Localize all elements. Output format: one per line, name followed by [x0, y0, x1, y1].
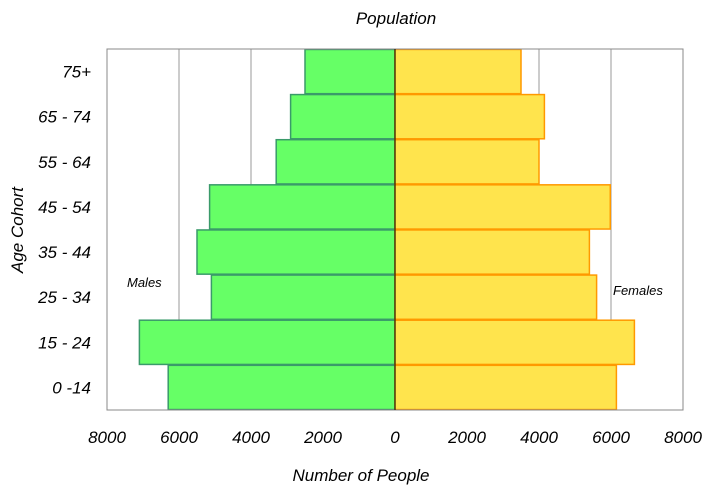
category-labels: 0 -14 15 - 24 25 - 34 35 - 44 45 - 54 55 - 64… [37, 63, 91, 398]
bar-females-65-74 [394, 93, 546, 140]
females-annotation: Females [613, 283, 663, 298]
x-tick-label: 2000 [303, 428, 342, 447]
bar-males-45-54 [208, 184, 396, 230]
bar-males-0-14 [167, 364, 396, 411]
bar-males-25-34 [210, 274, 396, 321]
category-label: 75+ [62, 63, 91, 82]
category-label: 35 - 44 [38, 243, 91, 262]
x-tick-label: 0 [390, 428, 400, 447]
bar-males-15-24 [138, 319, 396, 366]
x-axis-label: Number of People [292, 466, 429, 485]
bar-females-15-24 [394, 319, 636, 366]
x-tick-label: 6000 [160, 428, 198, 447]
category-label: 55 - 64 [38, 153, 91, 172]
category-label: 0 -14 [52, 378, 91, 397]
x-tick-label: 4000 [520, 428, 558, 447]
chart-title: Population [356, 9, 436, 28]
category-label: 65 - 74 [38, 108, 91, 127]
x-tick-label: 2000 [447, 428, 486, 447]
category-label: 15 - 24 [38, 333, 91, 352]
x-tick-label: 4000 [232, 428, 270, 447]
bar-females-0-14 [394, 364, 618, 411]
category-label: 25 - 34 [37, 288, 91, 307]
x-tick-label: 8000 [88, 428, 126, 447]
bar-females-75plus [394, 48, 522, 95]
bar-males-35-44 [196, 229, 396, 275]
bar-females-25-34 [394, 274, 598, 321]
bar-females-35-44 [394, 229, 591, 275]
bar-males-75plus [304, 48, 396, 95]
category-label: 45 - 54 [38, 198, 91, 217]
bar-females-45-54 [394, 184, 612, 230]
x-tick-labels: 8000 6000 4000 2000 0 2000 4000 6000 8000 [88, 428, 702, 447]
bars [138, 48, 636, 411]
males-annotation: Males [127, 275, 162, 290]
y-axis-label: Age Cohort [8, 186, 27, 274]
x-tick-label: 6000 [592, 428, 630, 447]
bar-males-55-64 [275, 138, 396, 185]
bar-females-55-64 [394, 138, 540, 185]
x-tick-label: 8000 [664, 428, 702, 447]
bar-males-65-74 [289, 93, 396, 140]
